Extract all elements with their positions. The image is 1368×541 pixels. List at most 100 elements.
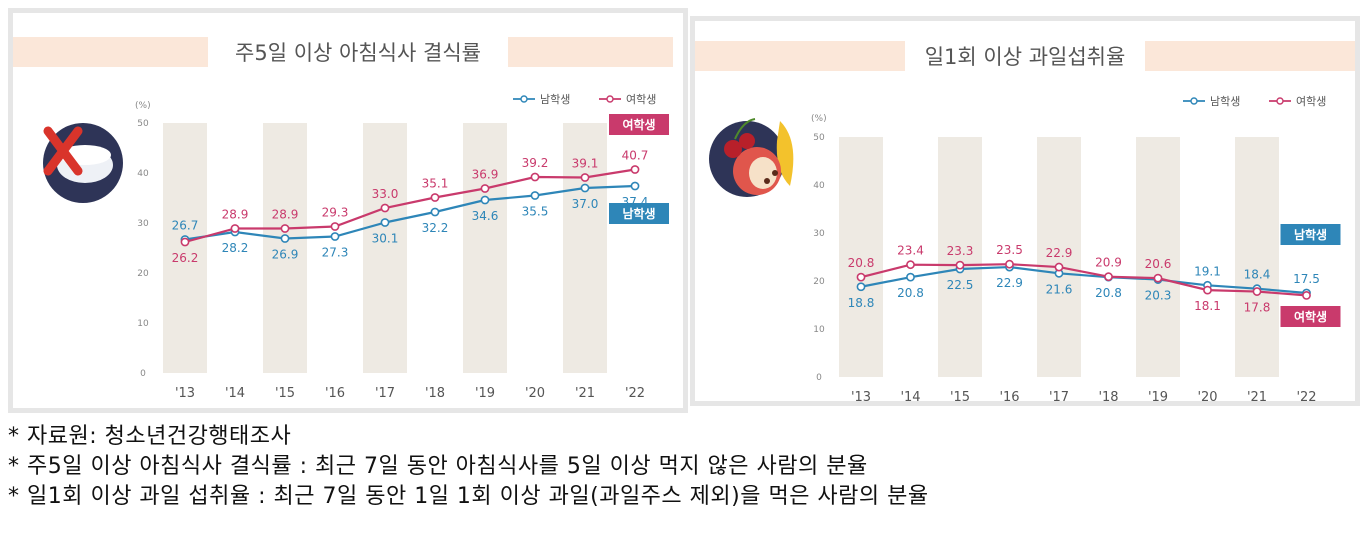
data-label-female: 29.3 — [322, 206, 349, 220]
data-point — [1005, 259, 1014, 269]
data-point — [1054, 262, 1064, 272]
legend-label: 남학생 — [1210, 95, 1240, 108]
x-tick-label: '15 — [275, 386, 295, 401]
legend-label: 여학생 — [626, 93, 656, 106]
x-tick-label: '17 — [375, 386, 395, 401]
y-tick-label: 0 — [140, 369, 146, 379]
year-band — [563, 123, 607, 373]
series-line-male — [860, 265, 1307, 295]
legend-label: 여학생 — [1296, 95, 1326, 108]
data-point — [330, 222, 340, 231]
data-point — [906, 272, 915, 282]
data-point — [430, 207, 440, 217]
y-tick-label: 40 — [137, 169, 149, 179]
x-tick-label: '18 — [425, 386, 445, 401]
data-point — [230, 224, 240, 233]
note-breakfast-definition: * 주5일 이상 아침식사 결식률 : 최근 7일 동안 아침식사를 5일 이상… — [8, 454, 868, 479]
data-label-female: 33.0 — [372, 187, 399, 201]
series-line-male — [184, 184, 636, 241]
year-band — [163, 123, 207, 373]
y-tick-label: 50 — [137, 119, 149, 129]
data-label-male: 21.6 — [1046, 282, 1073, 296]
data-label-male: 28.2 — [222, 241, 249, 255]
data-label-male: 37.0 — [572, 197, 599, 211]
data-point — [480, 184, 490, 193]
x-tick-label: '16 — [325, 386, 345, 401]
source-notes: * 자료원: 청소년건강행태조사 * 주5일 이상 아침식사 결식률 : 최근 … — [8, 422, 1358, 512]
title-box — [208, 37, 508, 67]
data-point — [380, 203, 390, 213]
data-point — [630, 181, 640, 191]
data-point — [280, 234, 290, 243]
chart-title: 주5일 이상 아침식사 결식률 — [235, 41, 481, 65]
legend-marker — [520, 95, 528, 103]
data-point — [180, 237, 190, 247]
x-tick-label: '19 — [1148, 390, 1168, 401]
end-tag-box — [609, 114, 669, 135]
data-label-female: 28.9 — [222, 208, 249, 222]
data-label-female: 35.1 — [422, 177, 449, 191]
data-point — [1104, 272, 1113, 282]
note-fruit-definition: * 일1회 이상 과일 섭취율 : 최근 7일 동안 1일 1회 이상 과일(과… — [8, 484, 929, 509]
end-tag-box — [609, 203, 669, 224]
x-tick-label: '20 — [525, 386, 545, 401]
legend-marker — [1276, 97, 1284, 105]
data-label-female: 23.5 — [996, 243, 1023, 257]
y-tick-label: 0 — [816, 373, 822, 383]
data-label-female: 28.9 — [272, 208, 299, 222]
year-band — [463, 123, 507, 373]
y-tick-label: 40 — [813, 181, 825, 191]
data-label-female: 22.9 — [1046, 246, 1073, 260]
x-tick-label: '15 — [950, 390, 970, 401]
data-point — [1252, 287, 1262, 296]
end-tag-label: 남학생 — [622, 206, 655, 221]
data-label-female: 20.6 — [1145, 257, 1172, 271]
data-label-male: 18.8 — [848, 296, 875, 310]
data-label-male: 20.3 — [1145, 289, 1172, 303]
year-band — [839, 137, 883, 377]
y-tick-label: 50 — [813, 133, 825, 143]
data-label-male: 35.5 — [522, 205, 549, 219]
end-tag-label: 남학생 — [1294, 227, 1327, 242]
x-tick-label: '16 — [999, 390, 1019, 401]
data-label-female: 20.8 — [848, 256, 875, 270]
x-tick-label: '13 — [851, 390, 871, 401]
breakfast-skipping-chart: 주5일 이상 아침식사 결식률 (%) 0 10 20 30 40 50 '13 '14 '15 '… — [13, 37, 673, 401]
data-point — [380, 218, 390, 227]
y-unit-label: (%) — [811, 114, 827, 124]
data-point — [530, 191, 540, 200]
data-point — [1203, 285, 1212, 295]
fruit-intake-panel: 일1회 이상 과일섭취율 (%) 0 10 20 30 40 50 '13 '14 '15 '16 '… — [690, 16, 1360, 406]
y-tick-label: 10 — [813, 325, 825, 335]
data-point — [630, 165, 640, 174]
chart-title: 일1회 이상 과일섭취율 — [925, 45, 1126, 69]
x-tick-label: '18 — [1098, 390, 1118, 401]
note-source: * 자료원: 청소년건강행태조사 — [8, 424, 292, 449]
breakfast-skipping-panel: 주5일 이상 아침식사 결식률 (%) 0 10 20 30 40 50 '13 '14 '15 '… — [8, 8, 688, 413]
x-tick-label: '17 — [1049, 390, 1069, 401]
data-label-female: 20.9 — [1095, 256, 1122, 270]
data-point — [1153, 273, 1163, 283]
year-band — [938, 137, 982, 377]
data-label-male: 22.9 — [996, 276, 1023, 290]
data-point — [330, 232, 340, 241]
legend-marker — [606, 95, 614, 103]
x-tick-label: '14 — [225, 386, 245, 401]
data-label-male: 20.8 — [897, 286, 924, 300]
data-point — [1302, 290, 1311, 300]
title-box — [905, 41, 1145, 71]
no-breakfast-icon — [43, 123, 123, 203]
data-point — [530, 172, 540, 182]
data-label-female: 39.2 — [522, 156, 549, 170]
end-tag-box — [1280, 306, 1341, 327]
data-label-female: 40.7 — [622, 149, 649, 163]
y-tick-label: 10 — [137, 319, 149, 329]
data-label-female: 23.4 — [897, 244, 924, 258]
data-label-male: 34.6 — [472, 209, 499, 223]
fruit-icon — [709, 118, 794, 197]
data-point — [280, 224, 290, 233]
data-label-female: 36.9 — [472, 168, 499, 182]
data-label-female: 39.1 — [572, 157, 599, 171]
data-point — [955, 260, 965, 270]
y-tick-label: 20 — [137, 269, 149, 279]
